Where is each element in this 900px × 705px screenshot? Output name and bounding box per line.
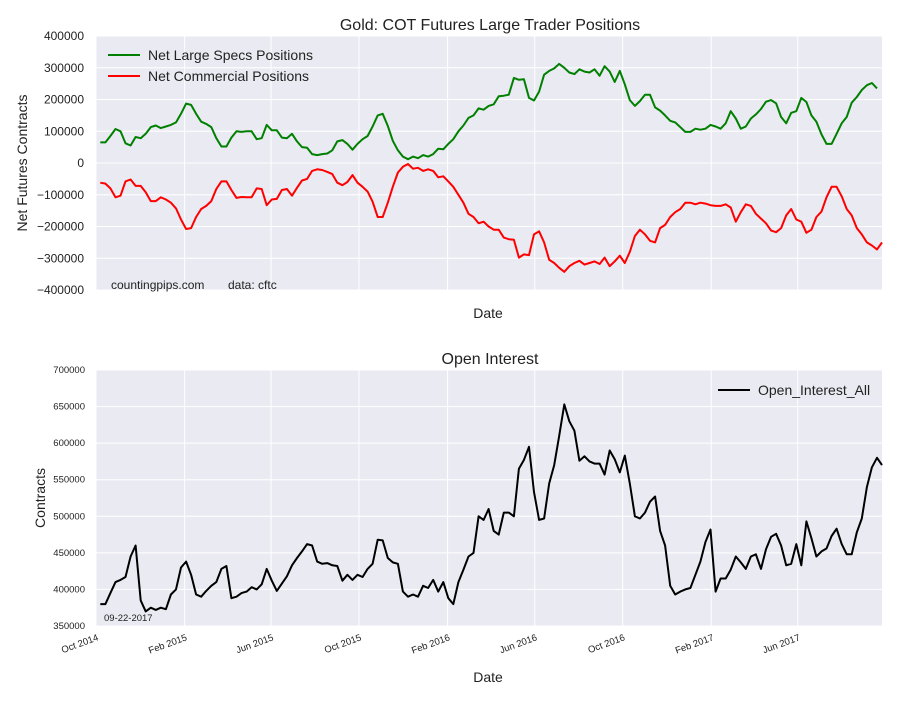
- y-tick-label: 100000: [44, 124, 84, 138]
- series-line-1: [100, 163, 883, 273]
- legend-label-open-interest: Open_Interest_All: [758, 382, 870, 398]
- source-annotation: countingpips.com: [111, 278, 204, 292]
- data-annotation: data: cftc: [228, 278, 277, 292]
- y-tick-label: −200000: [37, 220, 84, 234]
- bottom-x-tick-labels: Oct 2014 Feb 2015 Jun 2015 Oct 2015 Feb 2016…: [60, 632, 802, 656]
- top-series-lines: [100, 62, 883, 273]
- top-gridlines: [95, 35, 882, 291]
- bottom-plot-area: [96, 370, 882, 626]
- y-tick-label: 650000: [53, 402, 85, 413]
- x-tick-label: Jun 2017: [761, 632, 801, 656]
- y-tick-label: 550000: [53, 475, 85, 486]
- top-chart-title: Gold: COT Futures Large Trader Positions: [340, 17, 640, 34]
- bottom-chart-title: Open Interest: [442, 351, 540, 368]
- y-tick-label: 0: [77, 156, 84, 170]
- x-tick-label: Oct 2016: [587, 632, 627, 656]
- top-y-axis-label: Net Futures Contracts: [14, 95, 30, 232]
- x-tick-label: Feb 2016: [410, 632, 451, 656]
- bottom-y-axis-label: Contracts: [32, 468, 48, 528]
- y-tick-label: 400000: [44, 29, 84, 43]
- y-tick-label: −400000: [37, 283, 84, 297]
- y-tick-label: 600000: [53, 438, 85, 449]
- top-legend: Net Large Specs Positions Net Commercial…: [108, 47, 313, 84]
- x-tick-label: Jun 2015: [235, 632, 275, 656]
- legend-label-specs: Net Large Specs Positions: [148, 47, 313, 63]
- y-tick-label: 300000: [44, 61, 84, 75]
- top-chart: Gold: COT Futures Large Trader Positions…: [14, 17, 883, 321]
- y-tick-label: 200000: [44, 93, 84, 107]
- y-tick-label: 350000: [53, 621, 85, 632]
- x-tick-label: Feb 2015: [147, 632, 188, 656]
- series-line-0: [100, 403, 883, 613]
- y-tick-label: 500000: [53, 511, 85, 522]
- bottom-legend: Open_Interest_All: [718, 382, 870, 398]
- y-tick-label: −300000: [37, 251, 84, 265]
- y-tick-label: −100000: [37, 188, 84, 202]
- bottom-gridlines: [95, 369, 882, 627]
- y-tick-label: 400000: [53, 584, 85, 595]
- x-tick-label: Oct 2014: [60, 632, 100, 656]
- bottom-series-lines: [100, 403, 883, 613]
- x-tick-label: Feb 2017: [674, 632, 715, 656]
- top-y-tick-labels: 400000 300000 200000 100000 0 −100000 −200000 −…: [37, 29, 84, 297]
- x-tick-label: Jun 2016: [498, 632, 538, 656]
- legend-label-commercial: Net Commercial Positions: [148, 68, 309, 84]
- x-tick-label: Oct 2015: [323, 632, 363, 656]
- y-tick-label: 450000: [53, 548, 85, 559]
- top-x-axis-label: Date: [473, 305, 503, 321]
- bottom-x-axis-label: Date: [473, 669, 503, 685]
- bottom-y-tick-labels: 700000 650000 600000 550000 500000 450000 4000…: [53, 365, 85, 632]
- series-line-0: [100, 62, 878, 161]
- y-tick-label: 700000: [53, 365, 85, 376]
- date-annotation: 09-22-2017: [104, 613, 153, 624]
- bottom-chart: Open Interest 700000 650000 600000 550000 50…: [32, 351, 883, 685]
